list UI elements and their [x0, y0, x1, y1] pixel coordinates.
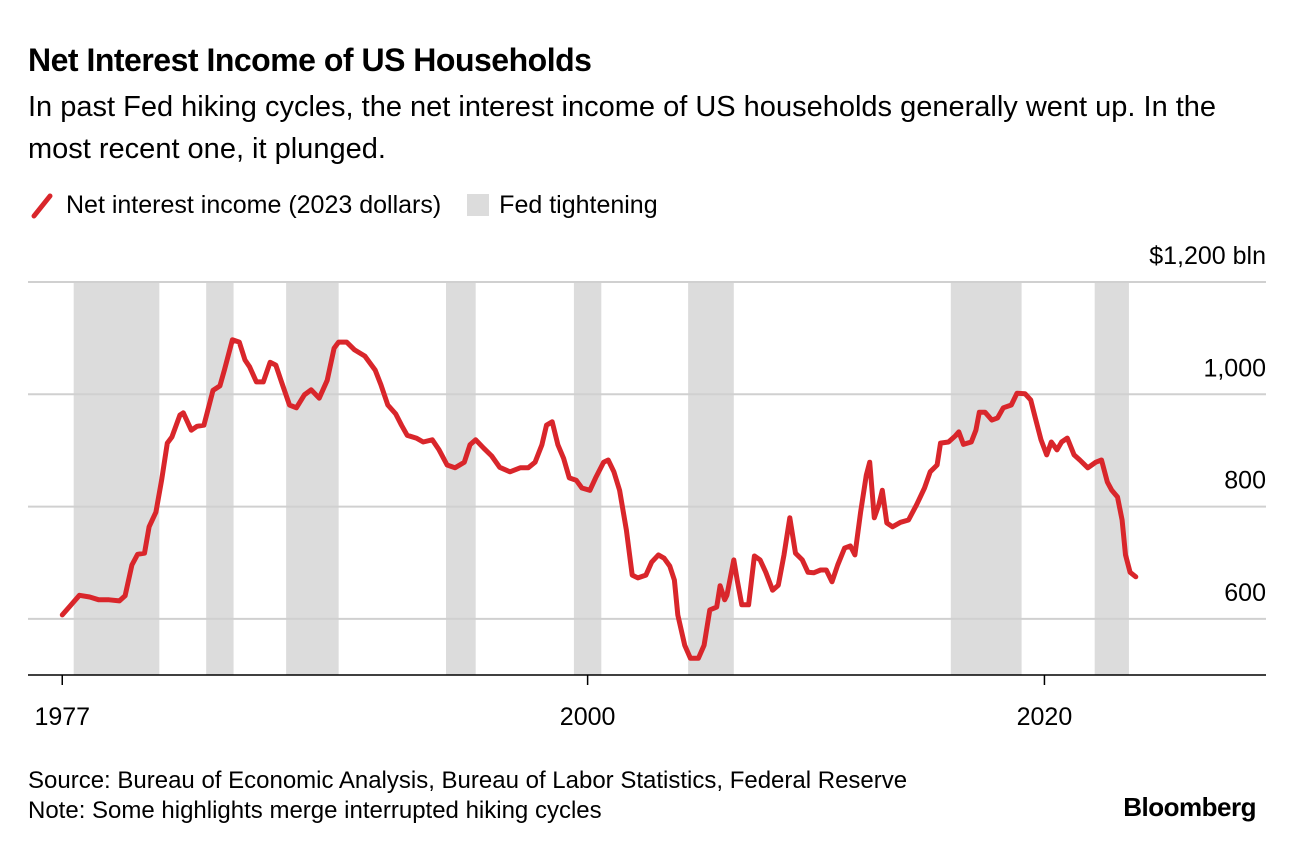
shaded-range	[286, 282, 339, 675]
shaded-range	[73, 282, 160, 675]
legend-line-icon	[31, 193, 53, 219]
legend-item: Net interest income (2023 dollars)	[28, 190, 441, 220]
shaded-range	[1094, 282, 1129, 675]
shaded-range	[950, 282, 1022, 675]
note: Note: Some highlights merge interrupted …	[28, 797, 602, 824]
legend-label: Fed tightening	[499, 190, 658, 219]
chart-title: Net Interest Income of US Households	[28, 42, 592, 78]
y-tick-label: 800	[1224, 467, 1266, 495]
shaded-range	[445, 282, 476, 675]
source: Source: Bureau of Economic Analysis, Bur…	[28, 767, 908, 794]
legend-label: Net interest income (2023 dollars)	[66, 190, 442, 219]
y-tick-label: 1,000	[1203, 354, 1266, 382]
shaded-range	[206, 282, 234, 675]
legend: Net interest income (2023 dollars) Fed t…	[28, 190, 684, 220]
x-tick-label: 2020	[1017, 703, 1073, 731]
logo: Bloomberg	[1123, 792, 1256, 822]
chart-subtitle: In past Fed hiking cycles, the net inter…	[28, 91, 1217, 165]
legend-swatch	[467, 194, 490, 216]
y-tick-label: $1,200 bln	[1149, 242, 1266, 270]
x-tick-label: 1977	[34, 703, 90, 731]
line	[59, 337, 1139, 661]
legend-swatch	[31, 193, 53, 219]
legend-item: Fed tightening	[467, 190, 658, 220]
x-tick-label: 2000	[560, 703, 616, 731]
footer: Source: Bureau of Economic Analysis, Bur…	[28, 766, 907, 826]
y-tick-label: 600	[1224, 579, 1266, 607]
